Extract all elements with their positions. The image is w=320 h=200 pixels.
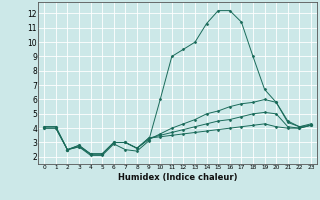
X-axis label: Humidex (Indice chaleur): Humidex (Indice chaleur)	[118, 173, 237, 182]
